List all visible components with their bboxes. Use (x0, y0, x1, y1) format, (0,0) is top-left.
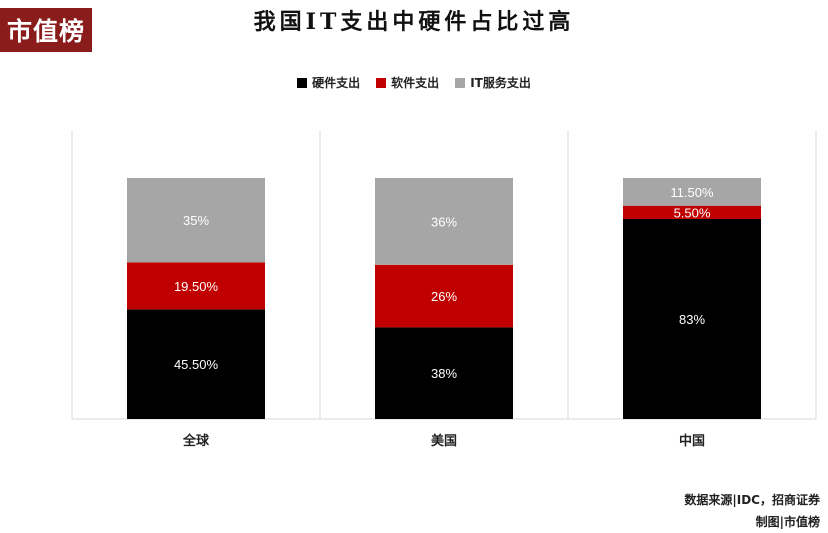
data-label: 26% (431, 289, 457, 304)
data-label: 5.50% (674, 205, 711, 220)
brand-logo-text: 市值榜 (6, 17, 85, 46)
bar-segment (127, 178, 265, 263)
legend-swatch-software (376, 77, 387, 88)
legend-item-hardware: 硬件支出 (297, 74, 360, 91)
bar-segment (623, 178, 761, 206)
source-line-credit: 制图|市值榜 (755, 515, 820, 529)
data-label: 19.50% (174, 279, 219, 294)
brand-logo: 市值榜 (0, 8, 92, 52)
legend-item-it-services: IT服务支出 (455, 74, 531, 91)
chart-title: 我国IT支出中硬件占比过高 (253, 9, 575, 35)
bar-segment (375, 264, 513, 328)
data-label: 38% (431, 366, 457, 381)
x-tick-label: 中国 (679, 433, 705, 449)
data-label: 11.50% (670, 185, 714, 200)
legend-item-software: 软件支出 (376, 74, 439, 91)
legend-label-software: 软件支出 (391, 76, 440, 90)
legend-label-hardware: 硬件支出 (312, 76, 361, 90)
bar-segment (127, 309, 265, 419)
data-label: 45.50% (174, 357, 219, 372)
legend-swatch-it-services (455, 77, 466, 88)
bar-segment (375, 178, 513, 265)
x-tick-label: 全球 (182, 433, 210, 449)
data-label: 35% (183, 213, 209, 228)
x-tick-label: 美国 (431, 433, 457, 449)
legend-label-it-services: IT服务支出 (470, 76, 531, 90)
bar-segment (623, 218, 761, 419)
data-label: 83% (679, 312, 705, 327)
data-label: 36% (431, 214, 457, 229)
bar-segment (375, 327, 513, 419)
bar-segment (623, 205, 761, 219)
bar-segment (127, 262, 265, 310)
legend-swatch-hardware (297, 77, 308, 88)
source-line-data: 数据来源|IDC，招商证券 (684, 493, 820, 507)
chart-legend: 硬件支出 软件支出 IT服务支出 (0, 74, 828, 91)
source-note: 数据来源|IDC，招商证券 制图|市值榜 (684, 489, 820, 533)
